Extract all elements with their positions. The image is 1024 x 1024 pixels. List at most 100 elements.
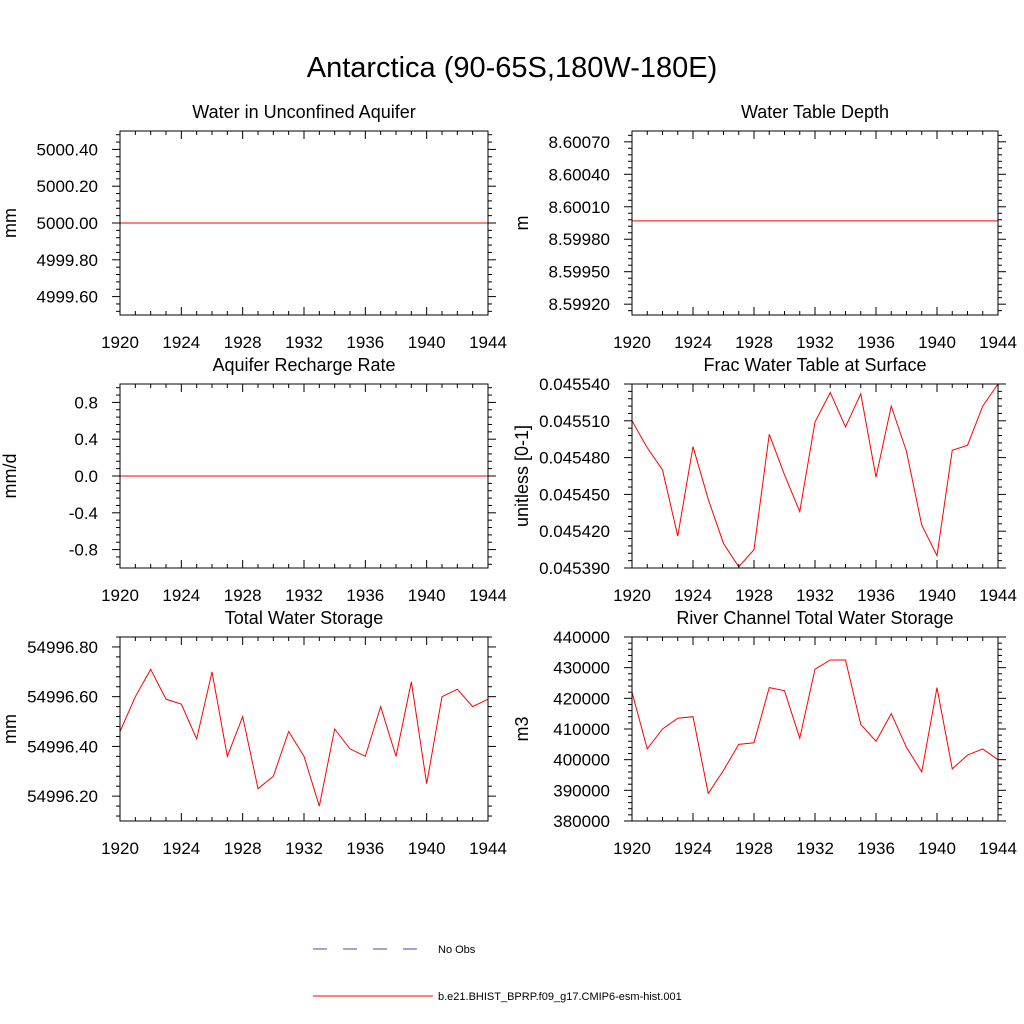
y-tick-label: 8.59920: [549, 295, 610, 314]
panel-title: Frac Water Table at Surface: [703, 355, 926, 375]
x-tick-label: 1932: [796, 586, 834, 605]
x-tick-label: 1936: [857, 586, 895, 605]
panel-title: Water in Unconfined Aquifer: [192, 102, 415, 122]
panel-title: Total Water Storage: [225, 608, 383, 628]
x-tick-label: 1944: [979, 839, 1017, 858]
x-tick-label: 1936: [346, 839, 384, 858]
series-line: [119, 668, 489, 807]
x-tick-label: 1940: [408, 839, 446, 858]
plot-frame: [119, 636, 489, 822]
x-tick-label: 1928: [224, 586, 262, 605]
y-tick-label: 0.045510: [539, 412, 610, 431]
y-tick-label: 54996.40: [27, 737, 98, 756]
y-tick-label: 0.045390: [539, 559, 610, 578]
x-tick-label: 1944: [469, 839, 507, 858]
x-tick-label: 1936: [346, 333, 384, 352]
x-tick-label: 1928: [735, 586, 773, 605]
x-tick-label: 1940: [408, 333, 446, 352]
x-tick-label: 1928: [224, 333, 262, 352]
figure-title: Antarctica (90-65S,180W-180E): [306, 52, 718, 84]
y-tick-label: 54996.20: [27, 787, 98, 806]
x-tick-label: 1920: [101, 333, 139, 352]
plot-frame: [631, 130, 999, 316]
y-tick-label: 440000: [553, 628, 610, 647]
x-tick-label: 1932: [285, 839, 323, 858]
y-axis-label: mm/d: [0, 454, 20, 499]
y-tick-label: 8.60070: [549, 133, 610, 152]
x-tick-label: 1920: [101, 586, 139, 605]
legend-obs-label: No Obs: [438, 944, 476, 956]
x-tick-label: 1936: [857, 333, 895, 352]
legend-model-label: b.e21.BHIST_BPRP.f09_g17.CMIP6-esm-hist.…: [438, 991, 682, 1003]
chart-panel-3: Aquifer Recharge Rate mm/d 1920 1924 1928 193…: [0, 355, 507, 605]
x-tick-label: 1944: [469, 586, 507, 605]
x-tick-label: 1928: [224, 839, 262, 858]
y-tick-label: 400000: [553, 751, 610, 770]
plot-frame: [631, 383, 999, 569]
y-axis-label: m3: [512, 716, 532, 741]
legend: No Obs b.e21.BHIST_BPRP.f09_g17.CMIP6-es…: [313, 944, 682, 1003]
x-tick-label: 1932: [285, 333, 323, 352]
x-tick-label: 1924: [674, 586, 712, 605]
y-tick-label: 420000: [553, 689, 610, 708]
series-line: [631, 659, 999, 795]
x-tick-label: 1924: [674, 839, 712, 858]
y-tick-label: 8.59980: [549, 230, 610, 249]
x-tick-label: 1920: [101, 839, 139, 858]
x-tick-label: 1920: [613, 333, 651, 352]
y-tick-label: 54996.60: [27, 688, 98, 707]
y-tick-label: 0.045420: [539, 522, 610, 541]
x-tick-label: 1920: [613, 839, 651, 858]
y-tick-label: 54996.80: [27, 638, 98, 657]
y-tick-label: 8.60040: [549, 165, 610, 184]
y-tick-label: 390000: [553, 781, 610, 800]
y-axis-label: m: [512, 216, 532, 231]
y-tick-label: 0.045450: [539, 485, 610, 504]
plot-frame: [631, 636, 999, 822]
x-tick-label: 1940: [408, 586, 446, 605]
x-tick-label: 1932: [285, 586, 323, 605]
series-line: [631, 383, 999, 568]
y-tick-label: 410000: [553, 720, 610, 739]
x-tick-label: 1940: [918, 333, 956, 352]
y-tick-label: 0.045540: [539, 375, 610, 394]
x-tick-label: 1924: [162, 586, 200, 605]
y-tick-label: 0.045480: [539, 449, 610, 468]
x-tick-label: 1940: [918, 586, 956, 605]
chart-panel-1: Water in Unconfined Aquifer mm 1920 1924 192…: [0, 102, 507, 352]
y-tick-label: 4999.60: [37, 288, 98, 307]
chart-panel-2: Water Table Depth m 1920 1924 1928 1932 1936 19…: [512, 102, 1017, 352]
chart-panel-4: Frac Water Table at Surface unitless [0-1…: [512, 355, 1017, 605]
y-tick-label: 5000.20: [37, 177, 98, 196]
y-tick-label: 0.4: [74, 430, 98, 449]
y-tick-label: 8.59950: [549, 263, 610, 282]
x-tick-label: 1944: [469, 333, 507, 352]
y-axis-label: unitless [0-1]: [512, 425, 532, 527]
y-tick-label: 8.60010: [549, 198, 610, 217]
y-tick-label: -0.8: [69, 541, 98, 560]
x-tick-label: 1936: [346, 586, 384, 605]
y-axis-label: mm: [0, 714, 20, 744]
x-tick-label: 1928: [735, 839, 773, 858]
y-axis-label: mm: [0, 208, 20, 238]
x-tick-label: 1932: [796, 839, 834, 858]
x-tick-label: 1924: [674, 333, 712, 352]
x-tick-label: 1940: [918, 839, 956, 858]
panel-title: River Channel Total Water Storage: [676, 608, 953, 628]
x-tick-label: 1932: [796, 333, 834, 352]
y-tick-label: 0.8: [74, 393, 98, 412]
x-tick-label: 1944: [979, 586, 1017, 605]
x-tick-label: 1936: [857, 839, 895, 858]
panel-title: Water Table Depth: [741, 102, 889, 122]
x-tick-label: 1924: [162, 333, 200, 352]
x-tick-label: 1924: [162, 839, 200, 858]
x-tick-label: 1944: [979, 333, 1017, 352]
y-tick-label: 5000.40: [37, 140, 98, 159]
y-tick-label: 5000.00: [37, 214, 98, 233]
y-tick-label: 0.0: [74, 467, 98, 486]
chart-panel-5: Total Water Storage mm 1920 1924 1928 1932 193…: [0, 608, 507, 858]
x-tick-label: 1920: [613, 586, 651, 605]
x-tick-label: 1928: [735, 333, 773, 352]
panel-title: Aquifer Recharge Rate: [212, 355, 395, 375]
